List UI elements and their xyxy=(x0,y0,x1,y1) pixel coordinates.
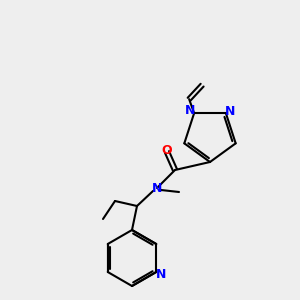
Text: N: N xyxy=(156,268,166,281)
Text: N: N xyxy=(185,104,195,117)
Text: N: N xyxy=(152,182,162,194)
Text: N: N xyxy=(225,105,235,118)
Text: O: O xyxy=(162,143,172,157)
